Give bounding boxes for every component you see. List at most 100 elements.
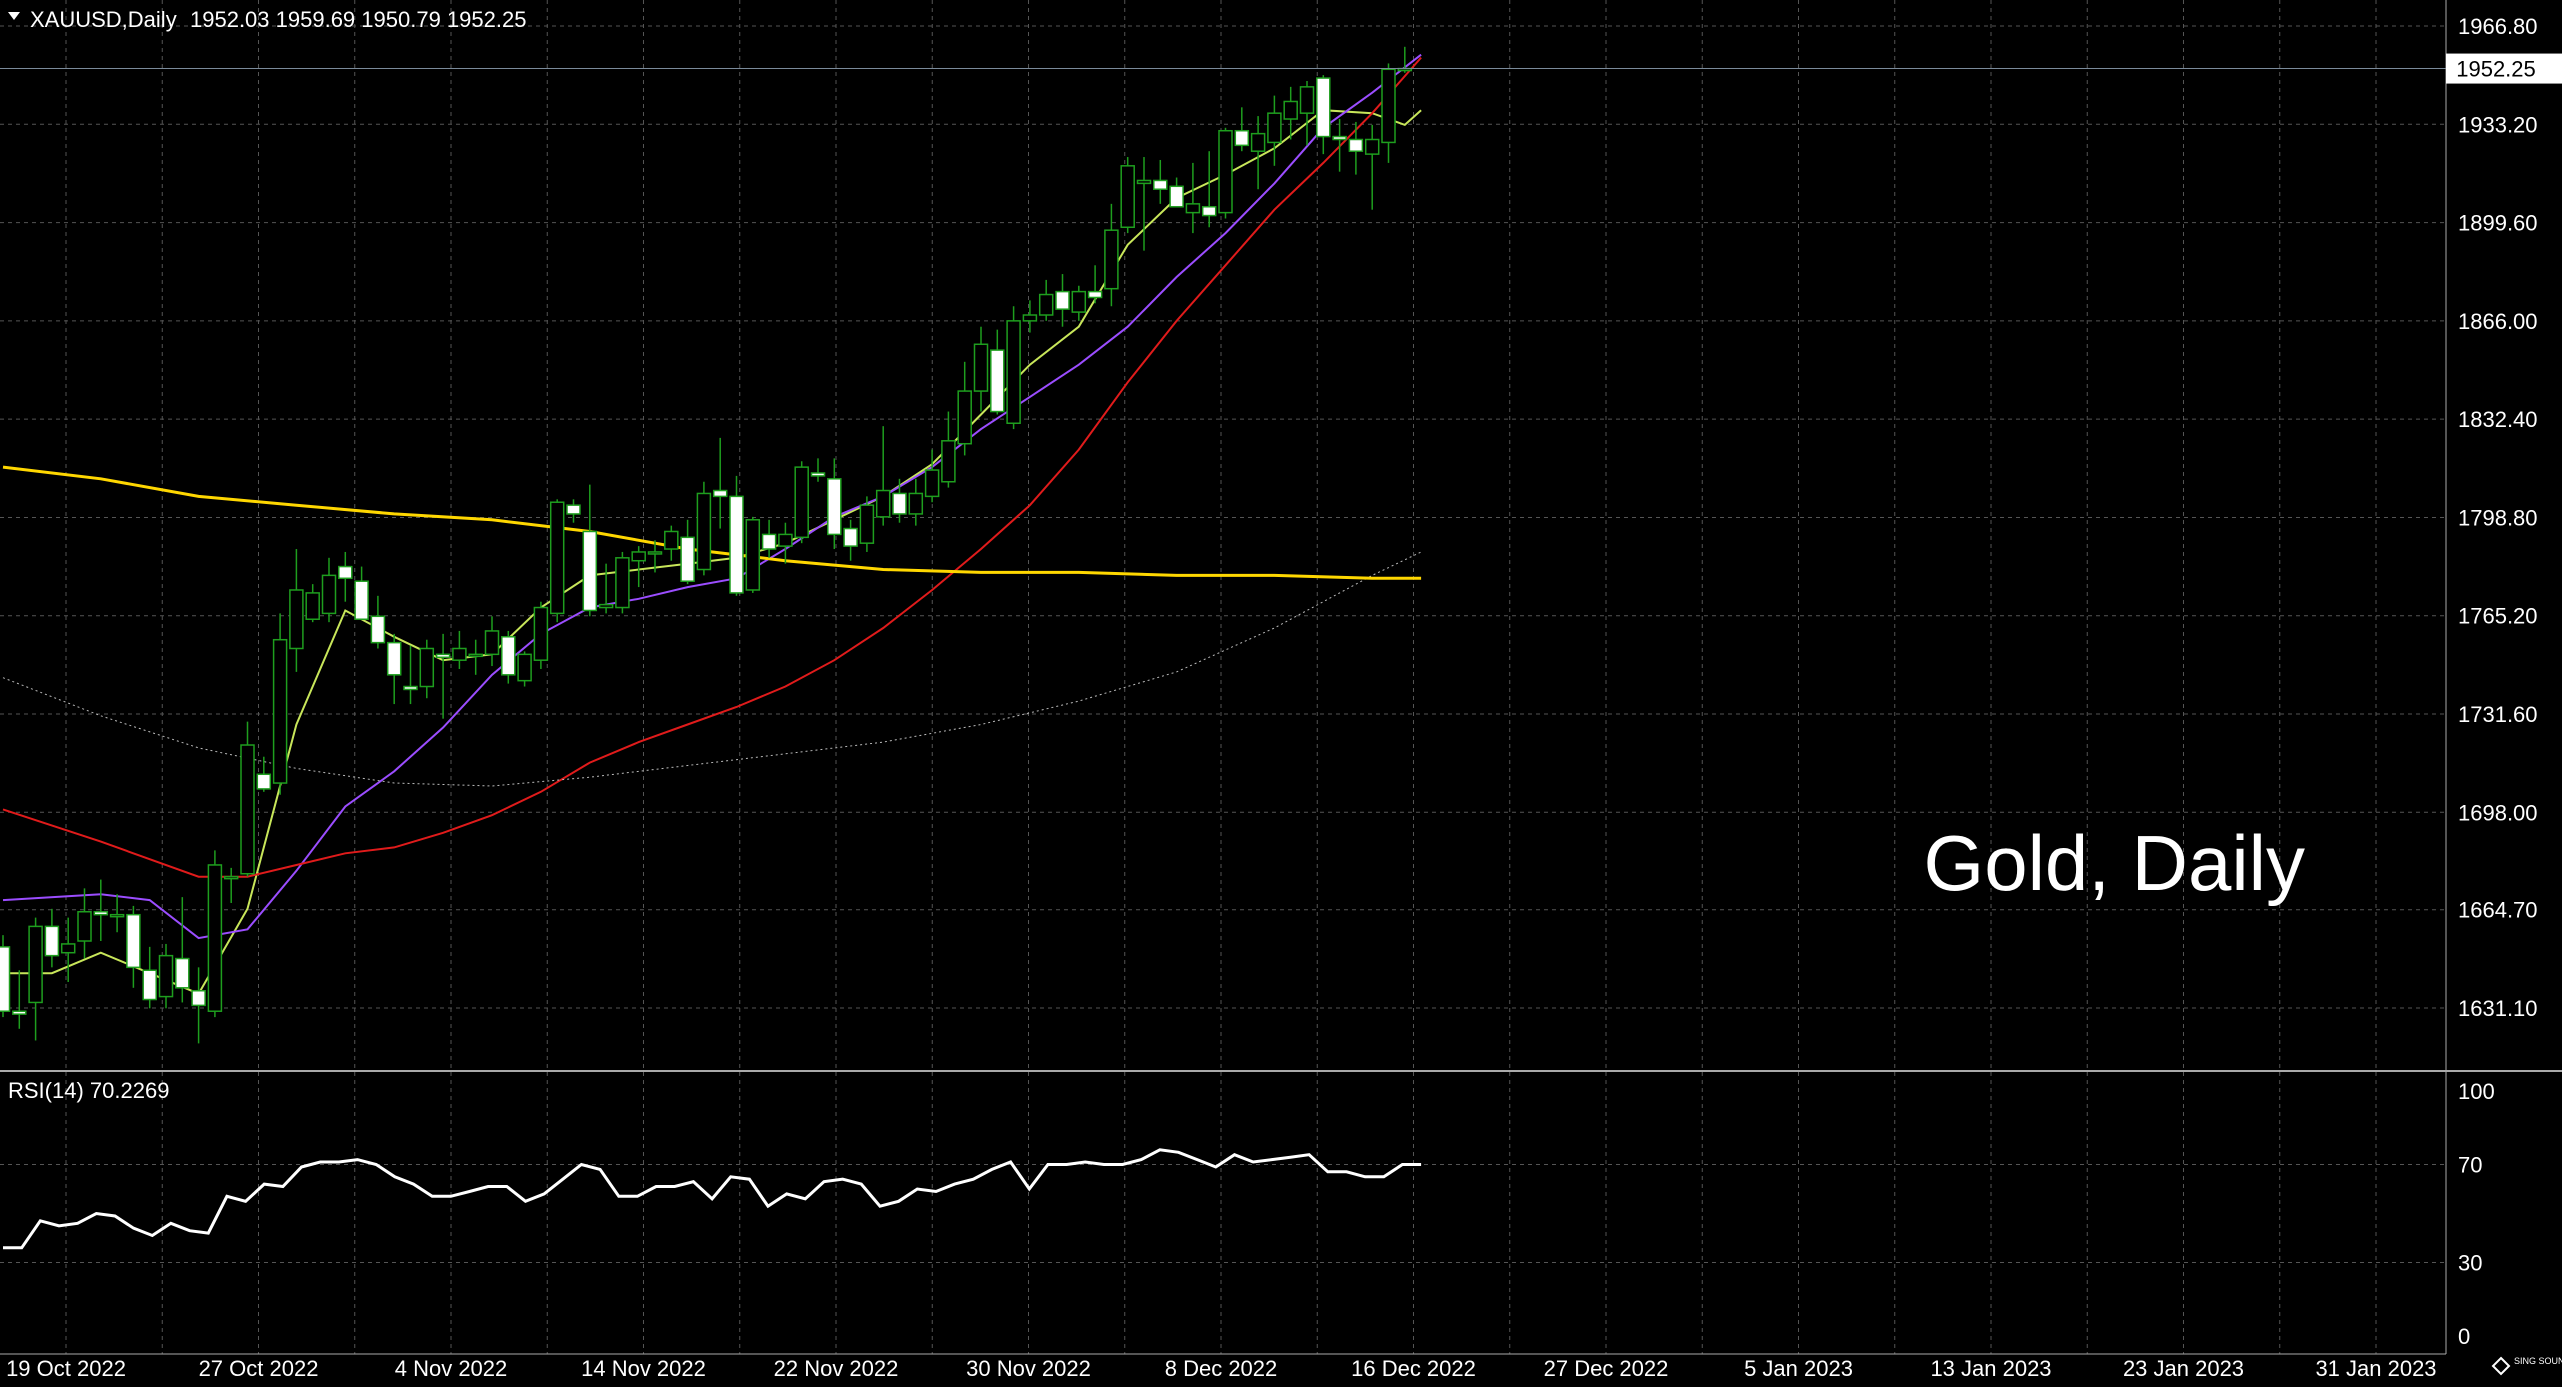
candle-body xyxy=(1250,132,1266,152)
rsi-grid xyxy=(0,1072,2446,1354)
candle-body xyxy=(207,864,223,1012)
candle xyxy=(631,546,646,588)
candle-body xyxy=(338,565,353,580)
candle-body xyxy=(810,472,826,477)
candle xyxy=(1087,265,1103,304)
candle-body xyxy=(1104,229,1119,290)
candle-body xyxy=(827,478,842,536)
candle xyxy=(875,426,891,526)
candle-body xyxy=(1234,129,1250,147)
candle-body xyxy=(126,913,141,969)
candle-body xyxy=(729,495,744,594)
candle-body xyxy=(533,606,549,661)
candle xyxy=(1038,279,1054,321)
price-tick-label: 1933.20 xyxy=(2458,112,2538,137)
candle xyxy=(1104,203,1119,307)
candle xyxy=(142,946,157,1009)
candle-body xyxy=(1038,293,1054,316)
candle-body xyxy=(370,615,386,644)
price-tick-label: 1899.60 xyxy=(2458,211,2538,236)
candle xyxy=(338,551,353,602)
price-axis[interactable]: 1966.80 1933.20 1899.60 1866.00 1832.40 1798.… xyxy=(2445,0,2562,1354)
candle xyxy=(615,551,630,614)
price-tick-label: 1798.80 xyxy=(2458,505,2538,530)
candle-body xyxy=(973,343,989,392)
candle xyxy=(240,721,255,877)
chart-header[interactable]: XAUUSD,Daily 1952.03 1959.69 1950.79 195… xyxy=(8,7,526,32)
candle xyxy=(354,566,369,620)
price-tick-label: 1866.00 xyxy=(2458,309,2538,334)
candle-body xyxy=(1201,206,1217,217)
candle-body xyxy=(1381,68,1396,144)
candle xyxy=(175,897,190,1003)
candle-body xyxy=(272,638,288,784)
candle xyxy=(533,601,549,669)
candle-body xyxy=(566,504,581,515)
rsi-label: RSI(14) 70.2269 xyxy=(8,1078,169,1103)
candle xyxy=(1234,107,1250,152)
time-tick-label: 23 Jan 2023 xyxy=(2123,1356,2244,1381)
triangle-down-icon[interactable] xyxy=(8,12,20,20)
time-tick-label: 16 Dec 2022 xyxy=(1351,1356,1476,1381)
candle-body xyxy=(60,943,76,954)
ohlc-values: 1952.03 1959.69 1950.79 1952.25 xyxy=(190,7,526,32)
candle xyxy=(223,867,239,903)
candle-body xyxy=(12,1010,27,1015)
candle xyxy=(272,613,288,795)
price-tick-labels: 1966.80 1933.20 1899.60 1866.00 1832.40 1798.… xyxy=(2458,14,2538,1021)
time-tick-label: 27 Dec 2022 xyxy=(1544,1356,1669,1381)
candle-body xyxy=(582,530,598,612)
candle xyxy=(419,639,435,699)
candle xyxy=(28,917,43,1041)
candle xyxy=(403,645,418,705)
candle xyxy=(501,630,516,684)
candle xyxy=(924,449,940,503)
price-tick-label: 1698.00 xyxy=(2458,800,2538,825)
price-panel[interactable]: Gold, Daily xyxy=(0,0,2446,1070)
candle-body xyxy=(93,911,109,916)
current-price-value: 1952.25 xyxy=(2456,57,2536,82)
candle-body xyxy=(452,647,467,661)
candle-body xyxy=(1364,138,1380,155)
candle-body xyxy=(1071,290,1087,313)
candle xyxy=(1381,63,1396,163)
time-tick-label: 30 Nov 2022 xyxy=(966,1356,1091,1381)
candle-body xyxy=(109,913,125,918)
candle-body xyxy=(778,533,793,547)
price-grid xyxy=(0,0,2446,1070)
candle-body xyxy=(761,533,777,550)
candle-body xyxy=(158,954,174,998)
candle xyxy=(859,496,875,552)
candle xyxy=(843,519,858,561)
candle xyxy=(12,970,27,1029)
candle-body xyxy=(484,630,500,656)
candle xyxy=(794,461,809,544)
price-tick-label: 1832.40 xyxy=(2458,407,2538,432)
candle-body xyxy=(598,603,614,609)
candle xyxy=(778,522,793,564)
candle xyxy=(729,475,744,596)
candle xyxy=(1022,300,1038,333)
candle-body xyxy=(1267,112,1282,144)
time-tick-label: 19 Oct 2022 xyxy=(6,1356,126,1381)
candle-body xyxy=(1185,203,1201,214)
brand-logo: SING SOUND xyxy=(2491,1356,2562,1376)
candle xyxy=(696,481,712,576)
candle xyxy=(941,411,956,488)
candle-body xyxy=(1316,77,1331,138)
candle xyxy=(680,519,695,585)
time-axis[interactable]: 19 Oct 2022 27 Oct 2022 4 Nov 2022 14 Nov 2… xyxy=(6,1356,2436,1381)
candle xyxy=(370,595,386,649)
candle-body xyxy=(696,492,712,571)
candle-body xyxy=(941,440,956,483)
candle xyxy=(1283,86,1298,140)
candle xyxy=(1364,124,1380,210)
candle xyxy=(1136,157,1152,251)
candle-body xyxy=(354,580,369,620)
candle xyxy=(908,478,924,526)
time-tick-label: 4 Nov 2022 xyxy=(395,1356,508,1381)
candle xyxy=(386,633,402,705)
candle xyxy=(892,478,907,523)
rsi-panel[interactable]: RSI(14) 70.2269 100 70 30 0 xyxy=(0,1072,2495,1354)
